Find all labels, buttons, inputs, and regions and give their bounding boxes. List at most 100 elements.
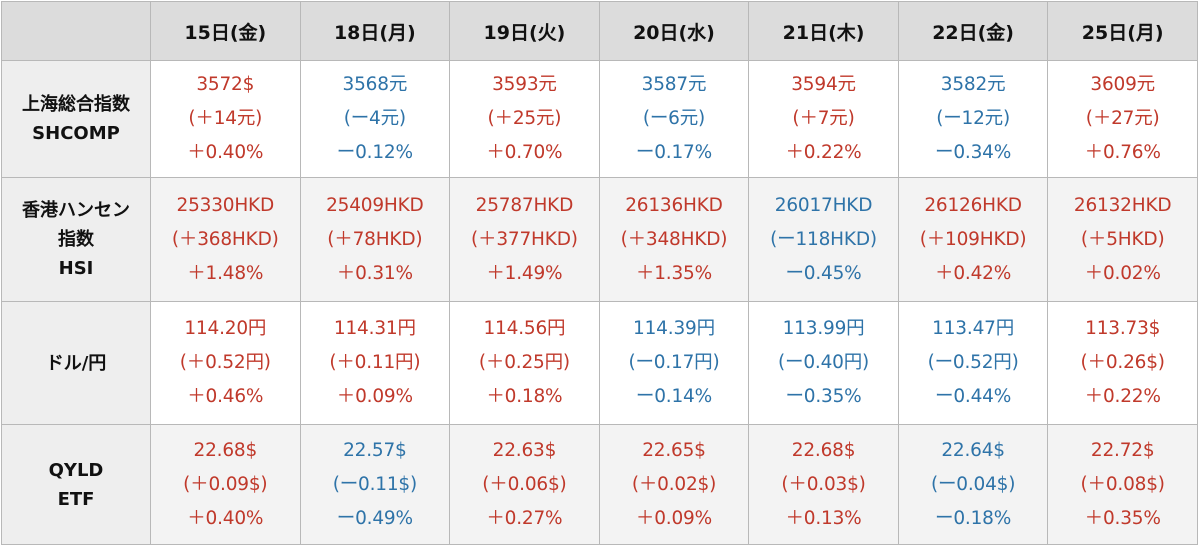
table-row: 上海総合指数 SHCOMP 3572$ (＋14元) ＋0.40% 3568元 (ー4元) ー… — [1, 60, 1198, 178]
price-change: (ー0.17円) — [628, 352, 720, 373]
price-cell: 22.57$ (ー0.11$) ー0.49% — [299, 424, 451, 545]
instrument-label-line: ドル/円 — [45, 352, 107, 374]
price-cell: 3582元 (ー12元) ー0.34% — [897, 60, 1049, 178]
percent-change: ＋0.46% — [187, 386, 264, 407]
price-cell: 114.20円 (＋0.52円) ＋0.46% — [150, 301, 301, 425]
price-change: (＋78HKD) — [327, 228, 423, 250]
price-value: 3572$ — [196, 74, 255, 95]
price-change: (＋0.09$) — [183, 473, 268, 495]
price-change: (＋14元) — [188, 108, 263, 129]
price-value: 22.68$ — [791, 439, 856, 461]
price-change: (ー118HKD) — [770, 228, 877, 250]
price-change: (ー0.11$) — [332, 473, 417, 495]
percent-change: ー0.35% — [785, 386, 862, 407]
price-change: (＋368HKD) — [171, 228, 279, 250]
header-row: 15日(金) 18日(月) 19日(火) 20日(水) 21日(木) 22日(金… — [1, 1, 1198, 61]
price-change: (ー4元) — [343, 108, 406, 129]
percent-change: ＋1.35% — [635, 262, 712, 284]
price-cell: 3572$ (＋14元) ＋0.40% — [150, 60, 301, 178]
price-value: 22.64$ — [941, 439, 1005, 461]
date-header: 20日(水) — [598, 1, 750, 61]
percent-change: ー0.17% — [635, 142, 712, 163]
price-change: (ー0.04$) — [930, 473, 1016, 495]
percent-change: ー0.12% — [336, 142, 413, 163]
price-cell: 114.56円 (＋0.25円) ＋0.18% — [449, 301, 600, 425]
price-cell: 3587元 (ー6元) ー0.17% — [598, 60, 750, 178]
percent-change: ＋0.35% — [1084, 507, 1161, 529]
percent-change: ＋0.40% — [187, 142, 264, 163]
percent-change: ＋0.18% — [486, 386, 563, 407]
price-cell: 26017HKD (ー118HKD) ー0.45% — [748, 177, 899, 302]
instrument-label-line: SHCOMP — [32, 123, 120, 144]
corner-cell — [1, 1, 151, 61]
percent-change: ＋0.13% — [785, 507, 862, 529]
price-value: 114.20円 — [184, 318, 267, 339]
table-row: QYLD ETF 22.68$ (＋0.09$) ＋0.40% 22.57$ (ー0.11$… — [1, 424, 1198, 545]
price-cell: 25409HKD (＋78HKD) ＋0.31% — [299, 177, 451, 302]
price-value: 3593元 — [492, 74, 557, 95]
price-cell: 114.31円 (＋0.11円) ＋0.09% — [299, 301, 451, 425]
price-cell: 22.65$ (＋0.02$) ＋0.09% — [598, 424, 750, 545]
price-change: (＋0.26$) — [1080, 352, 1165, 373]
date-header: 15日(金) — [150, 1, 301, 61]
price-value: 22.65$ — [642, 439, 706, 461]
price-value: 26132HKD — [1073, 194, 1172, 216]
percent-change: ＋1.49% — [486, 262, 563, 284]
price-cell: 3568元 (ー4元) ー0.12% — [299, 60, 451, 178]
instrument-label-line: QYLD — [48, 459, 104, 481]
percent-change: ＋0.40% — [187, 507, 264, 529]
price-cell: 3594元 (＋7元) ＋0.22% — [748, 60, 899, 178]
price-change: (＋0.03$) — [781, 473, 866, 495]
price-cell: 3593元 (＋25元) ＋0.70% — [449, 60, 600, 178]
price-value: 114.39円 — [633, 318, 715, 339]
price-change: (＋27元) — [1085, 108, 1160, 129]
price-value: 114.31円 — [333, 318, 416, 339]
price-change: (ー6元) — [642, 108, 706, 129]
price-value: 3609元 — [1090, 74, 1155, 95]
price-value: 26136HKD — [625, 194, 723, 216]
percent-change: ー0.14% — [635, 386, 712, 407]
price-value: 25330HKD — [176, 194, 275, 216]
price-value: 114.56円 — [483, 318, 566, 339]
percent-change: ＋0.09% — [635, 507, 712, 529]
price-cell: 114.39円 (ー0.17円) ー0.14% — [598, 301, 750, 425]
price-value: 113.99円 — [782, 318, 865, 339]
price-cell: 113.47円 (ー0.52円) ー0.44% — [897, 301, 1049, 425]
date-header: 25日(月) — [1047, 1, 1198, 61]
price-cell: 25787HKD (＋377HKD) ＋1.49% — [449, 177, 600, 302]
instrument-label-line: 上海総合指数 — [22, 94, 130, 115]
price-value: 113.73$ — [1085, 318, 1161, 339]
price-cell: 22.64$ (ー0.04$) ー0.18% — [897, 424, 1049, 545]
price-value: 22.57$ — [343, 439, 407, 461]
price-cell: 3609元 (＋27元) ＋0.76% — [1047, 60, 1198, 178]
instrument-label: ドル/円 — [1, 301, 151, 425]
percent-change: ＋0.02% — [1084, 262, 1161, 284]
date-header: 19日(火) — [449, 1, 600, 61]
price-value: 3568元 — [342, 74, 408, 95]
instrument-label: 上海総合指数 SHCOMP — [1, 60, 151, 178]
price-change: (＋7元) — [792, 108, 855, 129]
price-value: 3582元 — [940, 74, 1006, 95]
percent-change: ＋0.22% — [1084, 386, 1161, 407]
price-value: 22.72$ — [1090, 439, 1155, 461]
price-change: (ー0.40円) — [778, 352, 870, 373]
price-value: 113.47円 — [932, 318, 1015, 339]
price-change: (＋0.06$) — [482, 473, 567, 495]
date-header: 21日(木) — [748, 1, 899, 61]
price-change: (＋377HKD) — [471, 228, 578, 250]
instrument-label-line: 香港ハンセン — [22, 200, 130, 221]
percent-change: ー0.18% — [935, 507, 1012, 529]
percent-change: ＋0.76% — [1084, 142, 1161, 163]
percent-change: ＋0.22% — [785, 142, 862, 163]
table-body: 上海総合指数 SHCOMP 3572$ (＋14元) ＋0.40% 3568元 (ー4元) ー… — [1, 60, 1198, 545]
price-value: 22.68$ — [193, 439, 258, 461]
date-header: 18日(月) — [299, 1, 451, 61]
price-change: (ー12元) — [936, 108, 1010, 129]
percent-change: ＋0.70% — [486, 142, 563, 163]
price-change: (＋0.25円) — [478, 352, 570, 373]
price-cell: 22.68$ (＋0.03$) ＋0.13% — [748, 424, 899, 545]
table-row: ドル/円 114.20円 (＋0.52円) ＋0.46% 114.31円 (＋0.11円)… — [1, 301, 1198, 425]
price-change: (ー0.52円) — [927, 352, 1019, 373]
percent-change: ＋0.31% — [336, 262, 413, 284]
